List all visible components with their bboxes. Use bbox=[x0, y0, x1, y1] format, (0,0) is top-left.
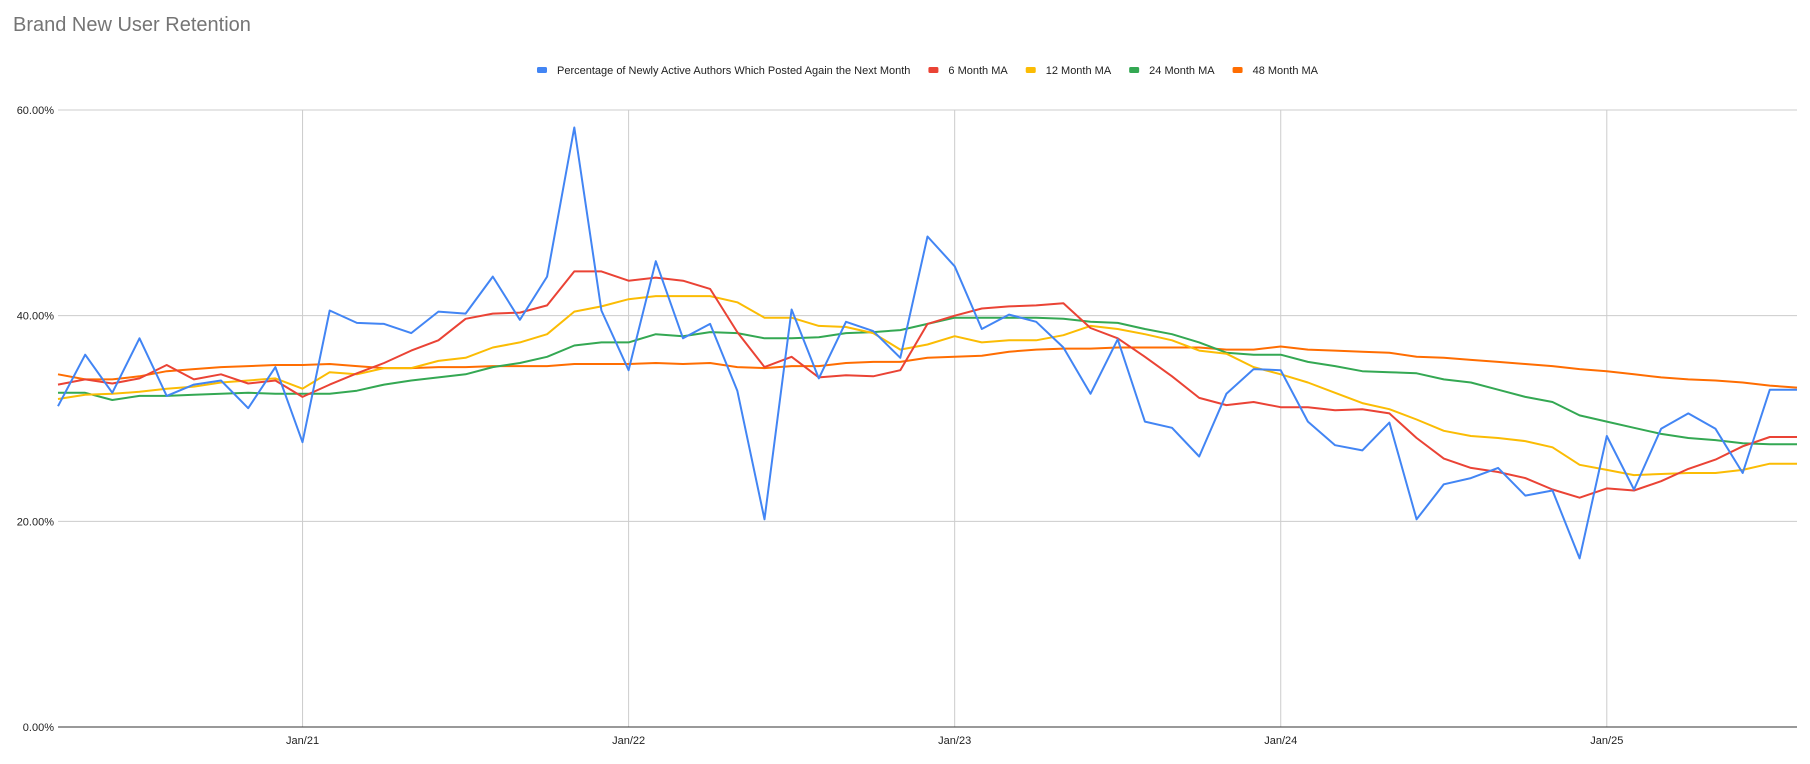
legend[interactable]: Percentage of Newly Active Authors Which… bbox=[537, 65, 1319, 77]
series-line-24-month-ma bbox=[58, 316, 1797, 446]
x-tick-label: Jan/23 bbox=[938, 735, 971, 747]
x-tick-label: Jan/22 bbox=[612, 735, 645, 747]
series-line-48-month-ma bbox=[57, 345, 1798, 389]
x-tick-label: Jan/21 bbox=[286, 735, 319, 747]
y-tick-label: 0.00% bbox=[23, 722, 54, 734]
series-line-6-month-ma bbox=[57, 270, 1797, 499]
series-line-percentage-of-newly-active-authors-which-posted-again-the-next-month bbox=[57, 126, 1797, 560]
series-layer bbox=[57, 126, 1798, 560]
legend-swatch bbox=[1232, 67, 1243, 73]
legend-swatch bbox=[1025, 67, 1036, 73]
legend-item[interactable]: 6 Month MA bbox=[928, 65, 1008, 77]
y-tick-label: 40.00% bbox=[17, 311, 55, 323]
legend-label: 48 Month MA bbox=[1253, 65, 1319, 77]
legend-swatch bbox=[1129, 67, 1140, 73]
legend-item[interactable]: 12 Month MA bbox=[1025, 65, 1112, 77]
legend-swatch bbox=[537, 67, 547, 73]
x-tick-label: Jan/25 bbox=[1590, 735, 1623, 747]
legend-item[interactable]: Percentage of Newly Active Authors Which… bbox=[537, 65, 910, 77]
y-tick-label: 60.00% bbox=[17, 105, 55, 117]
series-line-12-month-ma bbox=[57, 295, 1797, 477]
x-tick-label: Jan/24 bbox=[1264, 735, 1297, 747]
chart-title: Brand New User Retention bbox=[13, 14, 251, 36]
axis-layer: 0.00% 20.00% 40.00% 60.00% Jan/21 Jan/22 Jan/2… bbox=[17, 105, 1797, 747]
legend-label: 24 Month MA bbox=[1149, 65, 1215, 77]
legend-label: Percentage of Newly Active Authors Which… bbox=[557, 65, 910, 77]
legend-item[interactable]: 24 Month MA bbox=[1129, 65, 1215, 77]
legend-label: 6 Month MA bbox=[948, 65, 1008, 77]
legend-swatch bbox=[928, 67, 939, 73]
legend-label: 12 Month MA bbox=[1046, 65, 1112, 77]
y-tick-label: 20.00% bbox=[17, 516, 55, 528]
grid-layer bbox=[58, 109, 1797, 727]
legend-item[interactable]: 48 Month MA bbox=[1232, 65, 1319, 77]
